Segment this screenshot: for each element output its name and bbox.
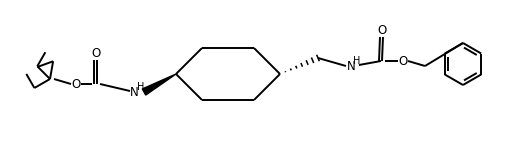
Text: N: N <box>130 86 139 99</box>
Text: O: O <box>91 46 101 59</box>
Text: O: O <box>378 24 386 37</box>
Text: H: H <box>137 82 144 91</box>
Polygon shape <box>142 74 176 95</box>
Text: H: H <box>354 56 361 66</box>
Text: O: O <box>71 78 81 90</box>
Text: O: O <box>398 54 408 67</box>
Text: N: N <box>347 59 356 73</box>
